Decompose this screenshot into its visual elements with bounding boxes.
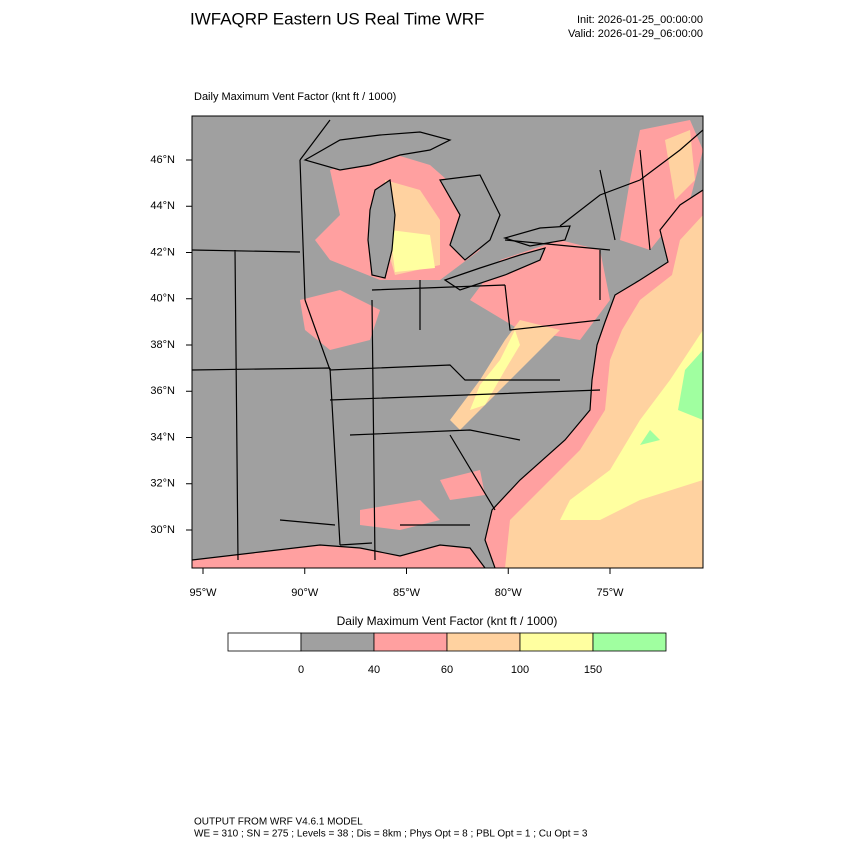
lake-michigan bbox=[367, 178, 396, 279]
borders bbox=[192, 119, 703, 561]
lat-label: 40°N bbox=[150, 293, 175, 305]
map-frame bbox=[191, 115, 704, 569]
lat-label: 46°N bbox=[150, 154, 175, 166]
map bbox=[192, 116, 703, 568]
lat-label: 32°N bbox=[150, 478, 175, 490]
init-time: Init: 2026-01-25_00:00:00 bbox=[577, 14, 703, 26]
colorbar-label: 150 bbox=[584, 664, 602, 676]
lake-superior bbox=[303, 131, 452, 171]
footer-line: WE = 310 ; SN = 275 ; Levels = 38 ; Dis … bbox=[194, 829, 588, 840]
lake-huron bbox=[439, 174, 501, 261]
lon-labels: 95°W 90°W 85°W 80°W 75°W bbox=[189, 568, 624, 599]
region-pink bbox=[300, 290, 380, 350]
colorbar-box bbox=[519, 632, 594, 652]
colorbar-label: 0 bbox=[298, 664, 304, 676]
lat-label: 42°N bbox=[150, 246, 175, 258]
ocean-green bbox=[640, 350, 703, 445]
map-title: Daily Maximum Vent Factor (knt ft / 1000… bbox=[194, 91, 396, 103]
lake-erie bbox=[443, 247, 547, 291]
colorbar-box bbox=[592, 632, 667, 652]
lat-label: 38°N bbox=[150, 339, 175, 351]
region-pink bbox=[360, 470, 485, 530]
valid-time: Valid: 2026-01-29_06:00:00 bbox=[568, 28, 703, 40]
gulf bbox=[192, 545, 485, 568]
region-peach bbox=[665, 130, 695, 200]
lat-label: 36°N bbox=[150, 385, 175, 397]
lat-label: 34°N bbox=[150, 431, 175, 443]
lat-label: 30°N bbox=[150, 524, 175, 536]
colorbar-title: Daily Maximum Vent Factor (knt ft / 1000… bbox=[337, 614, 558, 628]
colorbar-label: 40 bbox=[368, 664, 380, 676]
coastline bbox=[192, 189, 703, 568]
lon-label: 75°W bbox=[596, 587, 624, 599]
region-yellow bbox=[390, 230, 435, 272]
lon-label: 95°W bbox=[189, 587, 217, 599]
lon-label: 80°W bbox=[495, 587, 523, 599]
lat-labels: 46°N 44°N 42°N 40°N 38°N 36°N 34°N 32°N 30°N bbox=[150, 154, 192, 536]
colorbar: 0 40 60 100 150 bbox=[227, 632, 667, 676]
colorbar-box bbox=[300, 632, 375, 652]
region-yellow bbox=[470, 330, 520, 410]
colorbar-label: 60 bbox=[441, 664, 453, 676]
ocean-yellow bbox=[560, 330, 703, 520]
footer-line: OUTPUT FROM WRF V4.6.1 MODEL bbox=[194, 817, 363, 828]
colorbar-label: 100 bbox=[511, 664, 529, 676]
lon-label: 85°W bbox=[393, 587, 421, 599]
colorbar-box bbox=[373, 632, 448, 652]
lon-label: 90°W bbox=[291, 587, 319, 599]
title: IWFAQRP Eastern US Real Time WRF bbox=[190, 9, 484, 28]
colorbar-box bbox=[446, 632, 521, 652]
lat-label: 44°N bbox=[150, 200, 175, 212]
colorbar-box bbox=[227, 632, 302, 652]
